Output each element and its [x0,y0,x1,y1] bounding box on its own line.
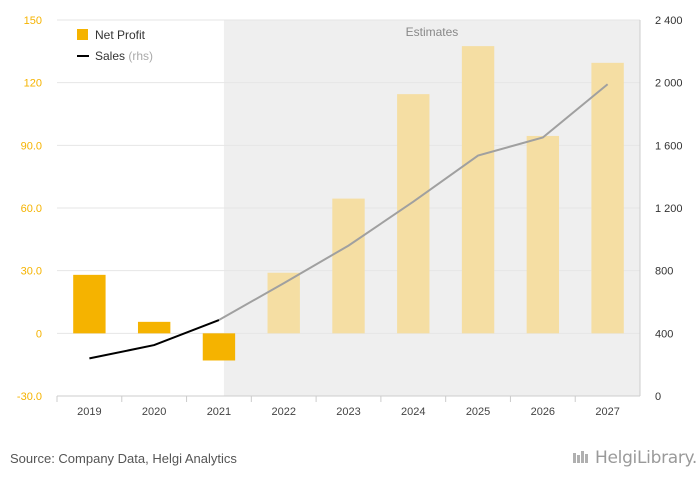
net-profit-bar [461,46,495,334]
x-axis: 2019 2020 2021 2022 2023 2024 2025 2026 2027 [56,396,620,418]
source-note: Source: Company Data, Helgi Analytics [10,451,237,466]
left-axis: -30.0 0 30.0 60.0 90.0 120 150 [17,15,42,403]
legend-sales-suffix: (rhs) [128,49,153,63]
brand-name: HelgiLibrary. [595,448,698,468]
left-tick-label: 60.0 [21,203,42,215]
legend: Net Profit Sales (rhs) [77,28,153,63]
right-tick-label: 2 000 [655,78,683,90]
legend-sales-label: Sales [95,49,125,63]
sales-line-actual [89,319,220,360]
right-tick-label: 400 [655,328,673,340]
x-tick-label: 2021 [207,406,231,418]
net-profit-bar [202,333,236,361]
x-tick-label: 2027 [595,406,619,418]
x-tick-label: 2022 [271,406,295,418]
left-tick-label: 120 [24,78,42,90]
sales-line [89,83,609,360]
x-tick-label: 2023 [336,406,360,418]
right-axis: 0 400 800 1 200 1 600 2 000 2 400 [655,15,683,403]
net-profit-bar [397,94,430,334]
net-profit-bar [73,274,106,334]
sales-line-estimate [218,83,609,321]
net-profit-bar [137,321,171,334]
combo-chart: Estimates -30.0 0 30.0 60.0 90.0 120 150 0 400 8… [17,15,683,418]
x-tick-label: 2019 [77,406,101,418]
net-profit-bar [526,135,560,334]
svg-text:Sales (rhs): Sales (rhs) [95,49,153,63]
right-tick-label: 2 400 [655,15,683,27]
x-tick-label: 2024 [401,406,425,418]
left-tick-label: 30.0 [21,266,42,278]
net-profit-bars [73,46,624,361]
right-tick-label: 1 600 [655,140,683,152]
legend-net-profit-swatch [77,29,88,40]
x-tick-label: 2026 [531,406,555,418]
net-profit-bar [267,272,300,334]
left-tick-label: 150 [24,15,42,27]
net-profit-bar [591,62,624,334]
left-tick-label: 0 [36,328,42,340]
right-tick-label: 800 [655,266,673,278]
right-tick-label: 0 [655,391,661,403]
left-tick-label: -30.0 [17,391,42,403]
legend-net-profit-label: Net Profit [95,28,146,42]
x-tick-label: 2020 [142,406,166,418]
right-tick-label: 1 200 [655,203,683,215]
brand-logo: HelgiLibrary. [572,448,697,468]
estimates-label: Estimates [406,25,459,39]
net-profit-bar [332,198,365,334]
x-tick-label: 2025 [466,406,490,418]
library-icon [573,451,588,463]
left-tick-label: 90.0 [21,140,42,152]
